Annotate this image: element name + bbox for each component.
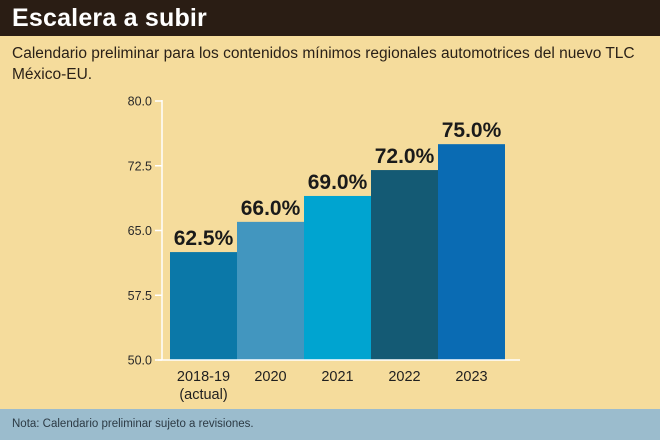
footer-bar: Nota: Calendario preliminar sujeto a rev…: [0, 409, 660, 440]
bars-layer: [170, 144, 505, 360]
footer-note: Nota: Calendario preliminar sujeto a rev…: [12, 418, 254, 430]
chart-subtitle: Calendario preliminar para los contenido…: [12, 45, 635, 83]
y-tick-label-0: 50.0: [128, 354, 152, 368]
y-tick-label-2: 65.0: [128, 224, 152, 238]
y-tick-label-3: 72.5: [128, 159, 152, 173]
x-tick-label-2: 2021: [321, 369, 353, 385]
x-tick-label-1: 2020: [254, 369, 286, 385]
axis-layer: 50.0 57.5 65.0 72.5 80.0: [128, 95, 520, 368]
data-label-0: 62.5%: [174, 227, 234, 250]
labels-layer: 62.5% 2018-19 (actual) 66.0% 2020 69.0% 2021 72…: [174, 119, 502, 403]
bar-2: [304, 195, 371, 360]
bar-1: [237, 221, 304, 360]
x-tick-label-0: 2018-19: [177, 369, 230, 385]
y-tick-label-4: 80.0: [128, 95, 152, 109]
y-tick-label-1: 57.5: [128, 289, 152, 303]
data-label-2: 69.0%: [308, 171, 368, 194]
bar-0: [170, 252, 237, 360]
bar-4: [438, 144, 505, 360]
data-label-1: 66.0%: [241, 197, 301, 220]
x-tick-label-0-line-1: (actual): [179, 387, 227, 403]
bar-3: [371, 170, 438, 360]
title-bar: Escalera a subir: [0, 0, 660, 36]
x-tick-label-3: 2022: [388, 369, 420, 385]
chart-title: Escalera a subir: [12, 4, 207, 32]
x-tick-label-4: 2023: [455, 369, 487, 385]
data-label-3: 72.0%: [375, 145, 435, 168]
data-label-4: 75.0%: [442, 119, 502, 142]
